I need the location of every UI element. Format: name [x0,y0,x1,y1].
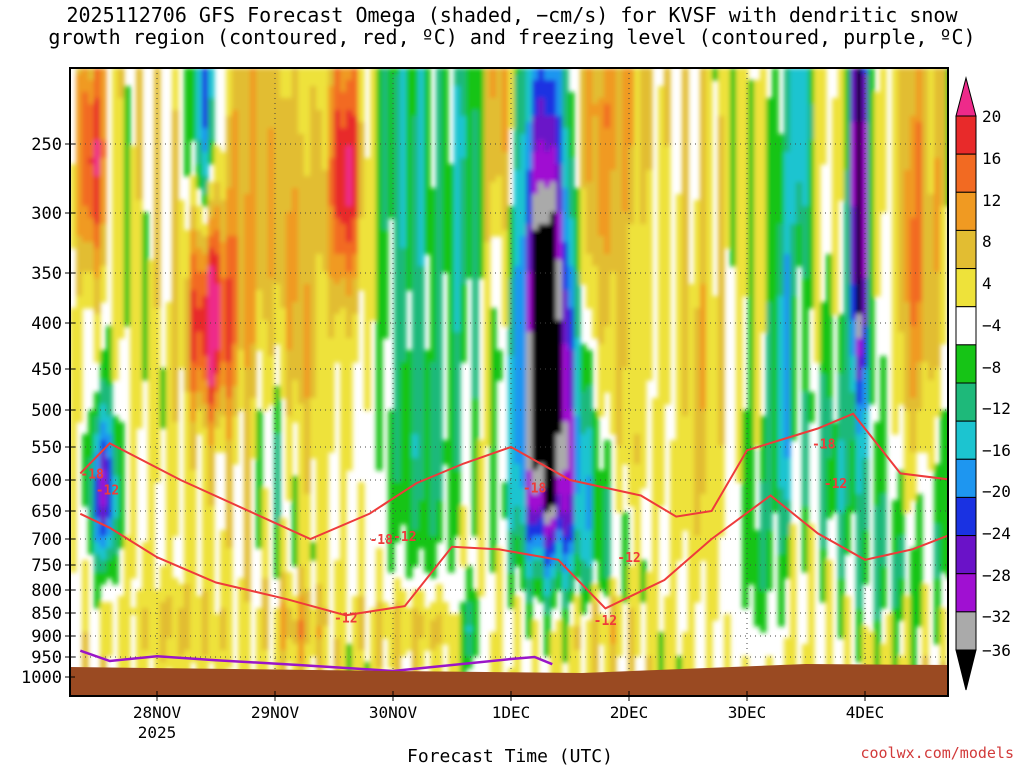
y-tick-label: 800 [31,581,62,601]
colorbar-arrow-top [955,76,977,117]
colorbar-label: 16 [982,149,1001,168]
colorbar-swatch [955,458,977,498]
y-tick-label: 900 [31,627,62,647]
contour-label: -12 [824,477,847,492]
y-tick-label: 950 [31,648,62,668]
colorbar-swatch [955,153,977,193]
contour-label: -12 [334,612,357,627]
x-tick-label: 28NOV [133,703,182,722]
axes: 250 300 350 400 450 500 550 600 650 700 750 800 850 9… [21,67,949,742]
colorbar-swatch [955,382,977,422]
x-tick-year: 2025 [138,723,177,742]
contour-label: -18 [812,437,836,452]
colorbar-label: 4 [982,274,992,293]
y-tick-label: 350 [31,264,62,284]
y-tick-label: 700 [31,530,62,550]
colorbar-arrow-bottom [955,649,977,691]
dgz-minus18-contour [79,412,948,541]
contour-label: -12 [594,614,617,629]
colorbar-label: −24 [982,524,1011,543]
colorbar-swatch [955,191,977,231]
credit-link[interactable]: coolwx.com/models [860,744,1014,762]
colorbar-swatch [955,306,977,346]
contour-label: -12 [96,483,119,498]
chart-title: 2025112706 GFS Forecast Omega (shaded, −… [0,4,1024,48]
contour-label: -18 [523,481,547,496]
y-tick-label: 450 [31,360,62,380]
title-line-1: 2025112706 GFS Forecast Omega (shaded, −… [66,3,958,27]
x-axis-label: Forecast Time (UTC) [407,746,613,767]
colorbar-label: −32 [982,607,1011,626]
freezing-level-contour [79,649,553,673]
colorbar-swatch [955,611,977,651]
colorbar-label: 8 [982,232,992,251]
colorbar-label: −20 [982,482,1011,501]
colorbar-swatch [955,229,977,270]
y-tick-label: 250 [31,135,62,155]
title-line-2: growth region (contoured, red, ºC) and f… [48,25,976,49]
colorbar-label: −8 [982,358,1001,377]
colorbar-swatch [955,115,977,155]
plot-frame [69,67,949,697]
colorbar-label: −12 [982,399,1011,418]
y-tick-label: 650 [31,502,62,522]
y-tick-label: 500 [31,401,62,421]
x-tick-label: 1DEC [492,703,531,722]
colorbar-label: 20 [982,107,1001,126]
contour-label: -12 [393,530,416,545]
y-tick-label: 550 [31,438,62,458]
y-tick-label: 600 [31,471,62,491]
y-tick-label: 300 [31,204,62,224]
colorbar-swatch [955,344,977,384]
ground-terrain [70,664,948,696]
colorbar-swatch [955,573,977,613]
x-tick-label: 2DEC [610,703,649,722]
x-tick-label: 29NOV [251,703,300,722]
contours: -18-12-18-12-12-18-12-12-18-12-18-12 [79,412,948,673]
y-tick-label: 1000 [21,668,62,688]
contour-label: -18 [80,467,104,482]
y-tick-label: 850 [31,604,62,624]
contour-label: -12 [617,551,640,566]
dgz-minus12-contour [79,494,948,617]
y-tick-label: 400 [31,314,62,334]
colorbar-swatch [955,496,977,537]
colorbar-swatch [955,268,977,308]
colorbar: 20 16 12 8 4 −4 −8 −12 −16 −20 −24 −28 −32 −36 [955,76,1011,691]
x-tick-label: 4DEC [846,703,885,722]
colorbar-label: −36 [982,641,1011,660]
x-tick-label: 3DEC [728,703,767,722]
colorbar-swatch [955,420,977,460]
colorbar-swatch [955,535,977,575]
colorbar-label: −28 [982,566,1011,585]
y-tick-label: 750 [31,556,62,576]
contour-label: -18 [369,533,393,548]
colorbar-label: −4 [982,316,1001,335]
plot-area: -18-12-18-12-12-18-12-12-18-12-18-12 [70,68,948,696]
colorbar-label: −16 [982,441,1011,460]
x-tick-label: 30NOV [369,703,418,722]
colorbar-label: 12 [982,191,1001,210]
